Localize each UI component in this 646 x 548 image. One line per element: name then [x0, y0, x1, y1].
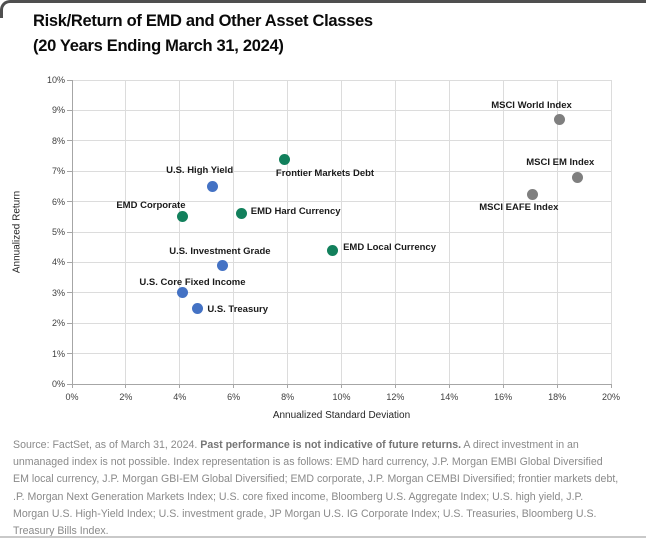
- gridline-vertical: [341, 80, 342, 384]
- point-label-u-s-investment-grade: U.S. Investment Grade: [169, 246, 271, 258]
- x-tick-mark: [233, 384, 235, 388]
- scatter-point-msci-world-index: [554, 114, 566, 126]
- y-tick-mark: [67, 261, 72, 263]
- point-label-u-s-treasury: U.S. Treasury: [207, 304, 269, 315]
- point-label-u-s-core-fixed-income: U.S. Core Fixed Income: [139, 276, 246, 288]
- point-label-frontier-markets-debt: Frontier Markets Debt: [275, 168, 375, 180]
- gridline-vertical: [448, 80, 450, 384]
- gridline-vertical: [125, 80, 127, 384]
- x-tick-mark: [556, 384, 558, 388]
- y-tick-label: 1%: [51, 348, 65, 359]
- x-tick-mark: [287, 384, 289, 388]
- y-tick-mark: [67, 292, 72, 294]
- scatter-point-u-s-high-yield: [206, 180, 218, 192]
- y-tick-mark: [67, 353, 72, 355]
- y-axis-title: Annualized Return: [11, 190, 23, 274]
- x-tick-mark: [125, 384, 127, 388]
- scatter-point-u-s-core-fixed-income: [176, 287, 188, 299]
- scatter-point-emd-corporate: [176, 211, 188, 223]
- gridline-vertical: [287, 80, 289, 384]
- gridline-vertical: [556, 80, 558, 384]
- point-label-msci-eafe-index: MSCI EAFE Index: [479, 202, 559, 213]
- y-tick-mark: [67, 140, 72, 142]
- x-tick-mark: [394, 384, 396, 388]
- x-tick-mark: [71, 384, 73, 388]
- scatter-point-msci-eafe-index: [527, 188, 539, 200]
- x-tick-label: 0%: [65, 392, 79, 402]
- x-tick-label: 12%: [386, 392, 405, 402]
- y-tick-mark: [67, 231, 72, 233]
- x-tick-label: 10%: [332, 392, 351, 402]
- scatter-point-msci-em-index: [571, 171, 583, 183]
- y-tick-mark: [67, 170, 72, 172]
- y-tick-mark: [67, 79, 72, 81]
- y-tick-label: 9%: [51, 105, 65, 116]
- scatter-point-u-s-investment-grade: [217, 259, 229, 271]
- y-tick-label: 5%: [51, 227, 65, 237]
- y-tick-label: 3%: [51, 287, 65, 298]
- chart-title-line1: Risk/Return of EMD and Other Asset Class…: [33, 12, 373, 30]
- point-label-emd-hard-currency: EMD Hard Currency: [250, 205, 341, 217]
- x-axis-title: Annualized Standard Deviation: [272, 410, 411, 421]
- point-label-msci-em-index: MSCI EM Index: [526, 157, 595, 169]
- point-label-emd-local-currency: EMD Local Currency: [343, 242, 436, 254]
- footnote-disclaimer-bold: Past performance is not indicative of fu…: [200, 439, 462, 451]
- x-tick-mark: [448, 384, 450, 388]
- x-tick-label: 2%: [119, 392, 133, 402]
- y-tick-label: 6%: [51, 196, 65, 207]
- y-tick-label: 7%: [51, 166, 65, 177]
- point-label-msci-world-index: MSCI World Index: [491, 99, 572, 111]
- y-tick-label: 0%: [51, 379, 65, 389]
- chart-title: Risk/Return of EMD and Other Asset Class…: [33, 9, 373, 59]
- x-tick-label: 20%: [601, 392, 620, 402]
- gridline-vertical: [233, 80, 235, 384]
- x-tick-mark: [610, 384, 612, 388]
- y-tick-label: 2%: [51, 318, 65, 329]
- y-tick-mark: [67, 109, 72, 111]
- point-label-u-s-high-yield: U.S. High Yield: [166, 165, 234, 177]
- y-tick-mark: [67, 383, 72, 385]
- x-tick-label: 16%: [494, 392, 513, 402]
- x-tick-label: 4%: [173, 392, 187, 402]
- gridline-vertical: [502, 80, 504, 384]
- x-tick-label: 14%: [440, 392, 459, 402]
- scatter-point-emd-local-currency: [326, 244, 338, 256]
- scatter-point-emd-hard-currency: [236, 208, 248, 220]
- card-bottom-divider: [0, 536, 646, 538]
- x-tick-label: 18%: [548, 392, 567, 402]
- point-label-emd-corporate: EMD Corporate: [116, 199, 186, 211]
- y-tick-label: 8%: [51, 135, 65, 146]
- x-tick-mark: [341, 384, 342, 388]
- y-tick-mark: [67, 201, 72, 203]
- footnote-source-text: Source: FactSet, as of March 31, 2024.: [13, 439, 201, 451]
- gridline-vertical: [179, 80, 181, 384]
- gridline-vertical: [394, 80, 396, 384]
- x-tick-label: 6%: [227, 392, 241, 402]
- x-tick-label: 8%: [281, 392, 295, 402]
- x-tick-mark: [502, 384, 504, 388]
- x-tick-mark: [179, 384, 181, 388]
- footnote-index-representation: A direct investment in an unmanaged inde…: [13, 439, 619, 538]
- scatter-point-frontier-markets-debt: [279, 153, 291, 165]
- source-footnote: Source: FactSet, as of March 31, 2024. P…: [13, 437, 621, 540]
- y-tick-mark: [67, 322, 72, 324]
- y-axis-line: [71, 80, 73, 384]
- y-tick-label: 10%: [46, 75, 65, 85]
- chart-title-line2: (20 Years Ending March 31, 2024): [33, 37, 284, 55]
- gridline-vertical: [610, 80, 612, 384]
- scatter-point-u-s-treasury: [191, 302, 203, 314]
- y-tick-label: 4%: [51, 257, 65, 268]
